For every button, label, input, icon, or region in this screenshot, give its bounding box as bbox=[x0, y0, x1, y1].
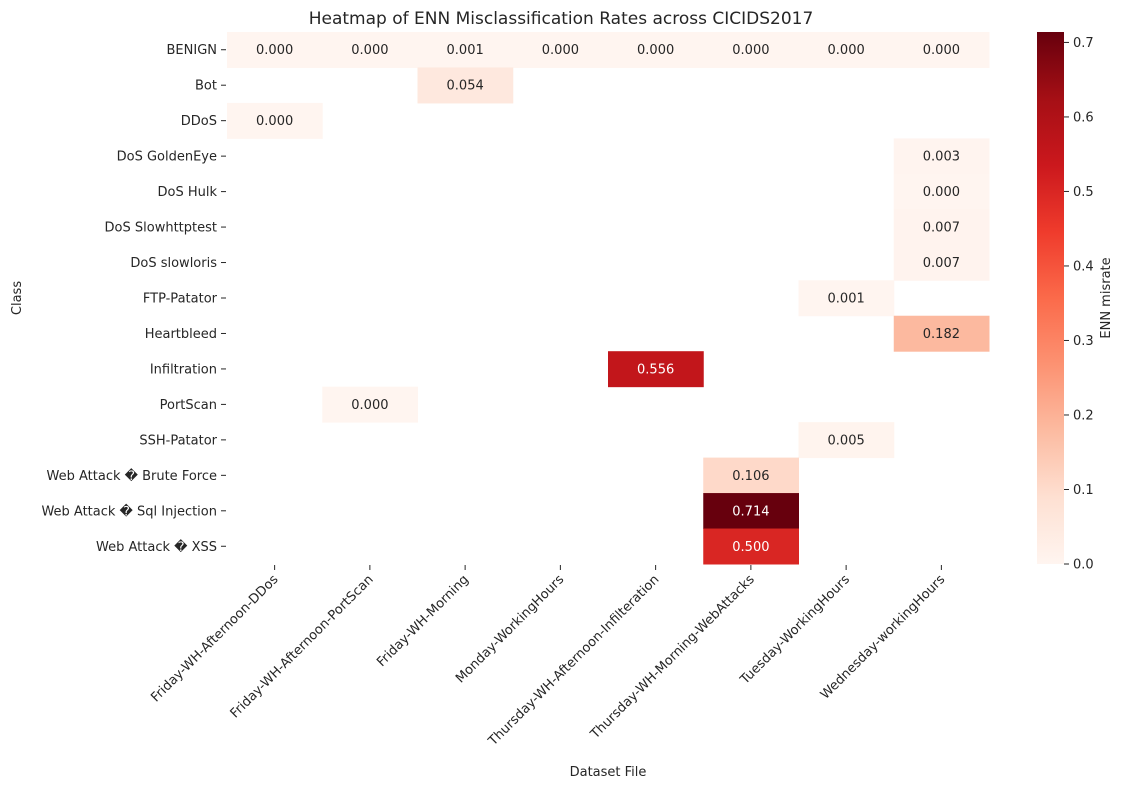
cell-value-label: 0.054 bbox=[447, 79, 484, 94]
y-tick-label: DoS slowloris bbox=[130, 256, 217, 271]
colorbar-tick-label: 0.6 bbox=[1073, 110, 1094, 125]
heatmap-cells: 0.000 0.000 0.001 0.000 0.000 0.000 0.000 0.000… bbox=[227, 32, 990, 565]
cell-value-label: 0.106 bbox=[732, 469, 769, 484]
heatmap-cell bbox=[893, 315, 990, 352]
heatmap-cell bbox=[417, 67, 514, 104]
y-axis-label: Class bbox=[10, 281, 25, 315]
cell-value-label: 0.007 bbox=[923, 256, 960, 271]
cell-value-label: 0.000 bbox=[732, 43, 769, 58]
heatmap-cell bbox=[417, 32, 514, 68]
heatmap-cell bbox=[703, 32, 799, 68]
y-tick-label: DoS GoldenEye bbox=[117, 150, 217, 165]
y-tick-label: Web Attack � XSS bbox=[96, 538, 217, 555]
colorbar-gradient bbox=[1037, 32, 1064, 564]
colorbar-tick-label: 0.7 bbox=[1073, 36, 1094, 51]
heatmap-cell bbox=[512, 32, 609, 68]
heatmap-cell bbox=[608, 351, 704, 388]
colorbar-tick-label: 0.3 bbox=[1073, 334, 1094, 349]
y-tick-label: PortScan bbox=[160, 398, 217, 413]
x-tick-label: Thursday-WH-Morning-WebAttacks bbox=[587, 572, 758, 743]
heatmap-cell bbox=[893, 173, 990, 210]
x-axis-label: Dataset File bbox=[570, 765, 647, 780]
colorbar-label: ENN misrate bbox=[1099, 257, 1114, 338]
heatmap-cell bbox=[798, 422, 895, 459]
colorbar-ticks: 0.0 0.1 0.2 0.3 0.4 0.5 0.6 0.7 bbox=[1064, 36, 1094, 573]
y-tick-label: BENIGN bbox=[167, 43, 218, 58]
cell-value-label: 0.000 bbox=[637, 43, 674, 58]
heatmap-cell bbox=[703, 493, 799, 530]
cell-value-label: 0.000 bbox=[828, 43, 865, 58]
cell-value-label: 0.003 bbox=[923, 150, 960, 165]
y-tick-label: SSH-Patator bbox=[139, 433, 217, 448]
cell-value-label: 0.000 bbox=[256, 43, 293, 58]
x-tick-label: Thursday-WH-Afternoon-Infilteration bbox=[485, 572, 662, 749]
cell-value-label: 0.000 bbox=[542, 43, 579, 58]
y-tick-label: FTP-Patator bbox=[143, 292, 218, 307]
y-axis-ticks: BENIGN Bot DDoS DoS GoldenEye DoS Hulk DoS Sl… bbox=[41, 43, 226, 555]
y-tick-label: Bot bbox=[195, 79, 217, 94]
cell-value-label: 0.000 bbox=[923, 43, 960, 58]
heatmap-cell bbox=[893, 209, 990, 246]
heatmap-cell bbox=[893, 244, 990, 281]
colorbar-tick-label: 0.1 bbox=[1073, 483, 1094, 498]
cell-value-label: 0.500 bbox=[732, 540, 769, 555]
colorbar: 0.0 0.1 0.2 0.3 0.4 0.5 0.6 0.7 ENN misrate bbox=[1037, 32, 1114, 573]
heatmap-cell bbox=[703, 528, 799, 565]
heatmap-cell bbox=[798, 280, 895, 317]
cell-value-label: 0.556 bbox=[637, 362, 674, 377]
heatmap-cell bbox=[322, 32, 418, 68]
y-tick-label: DDoS bbox=[181, 114, 217, 129]
cell-value-label: 0.000 bbox=[351, 43, 388, 58]
cell-value-label: 0.182 bbox=[923, 327, 960, 342]
cell-value-label: 0.000 bbox=[351, 398, 388, 413]
x-tick-label: Friday-WH-Morning bbox=[374, 572, 472, 670]
colorbar-tick-label: 0.5 bbox=[1073, 185, 1094, 200]
y-tick-label: Infiltration bbox=[150, 362, 217, 377]
cell-value-label: 0.714 bbox=[732, 504, 769, 519]
heatmap-cell bbox=[608, 32, 704, 68]
y-tick-label: DoS Hulk bbox=[157, 185, 217, 200]
cell-value-label: 0.007 bbox=[923, 221, 960, 236]
heatmap-cell bbox=[893, 32, 990, 68]
y-tick-label: Heartbleed bbox=[145, 327, 217, 342]
heatmap-cell bbox=[703, 457, 799, 494]
colorbar-tick-label: 0.4 bbox=[1073, 259, 1094, 274]
heatmap-cell bbox=[798, 32, 895, 68]
cell-value-label: 0.000 bbox=[256, 114, 293, 129]
heatmap-cell bbox=[227, 102, 323, 139]
colorbar-tick-label: 0.2 bbox=[1073, 408, 1094, 423]
cell-value-label: 0.001 bbox=[447, 43, 484, 58]
heatmap-cell bbox=[227, 32, 323, 68]
cell-value-label: 0.005 bbox=[828, 433, 865, 448]
cell-value-label: 0.000 bbox=[923, 185, 960, 200]
x-tick-label: Monday-WorkingHours bbox=[453, 572, 567, 686]
y-tick-label: DoS Slowhttptest bbox=[105, 221, 217, 236]
y-tick-label: Web Attack � Brute Force bbox=[47, 467, 217, 484]
chart-title: Heatmap of ENN Misclassification Rates a… bbox=[309, 9, 814, 29]
heatmap-cell bbox=[322, 386, 418, 423]
heatmap-cell bbox=[893, 138, 990, 175]
cell-value-label: 0.001 bbox=[828, 292, 865, 307]
x-axis-ticks: Friday-WH-Afternoon-DDosFriday-WH-Aftern… bbox=[148, 565, 948, 749]
colorbar-tick-label: 0.0 bbox=[1073, 558, 1094, 573]
y-tick-label: Web Attack � Sql Injection bbox=[41, 502, 217, 519]
x-tick-label: Tuesday-WorkingHours bbox=[737, 572, 853, 688]
